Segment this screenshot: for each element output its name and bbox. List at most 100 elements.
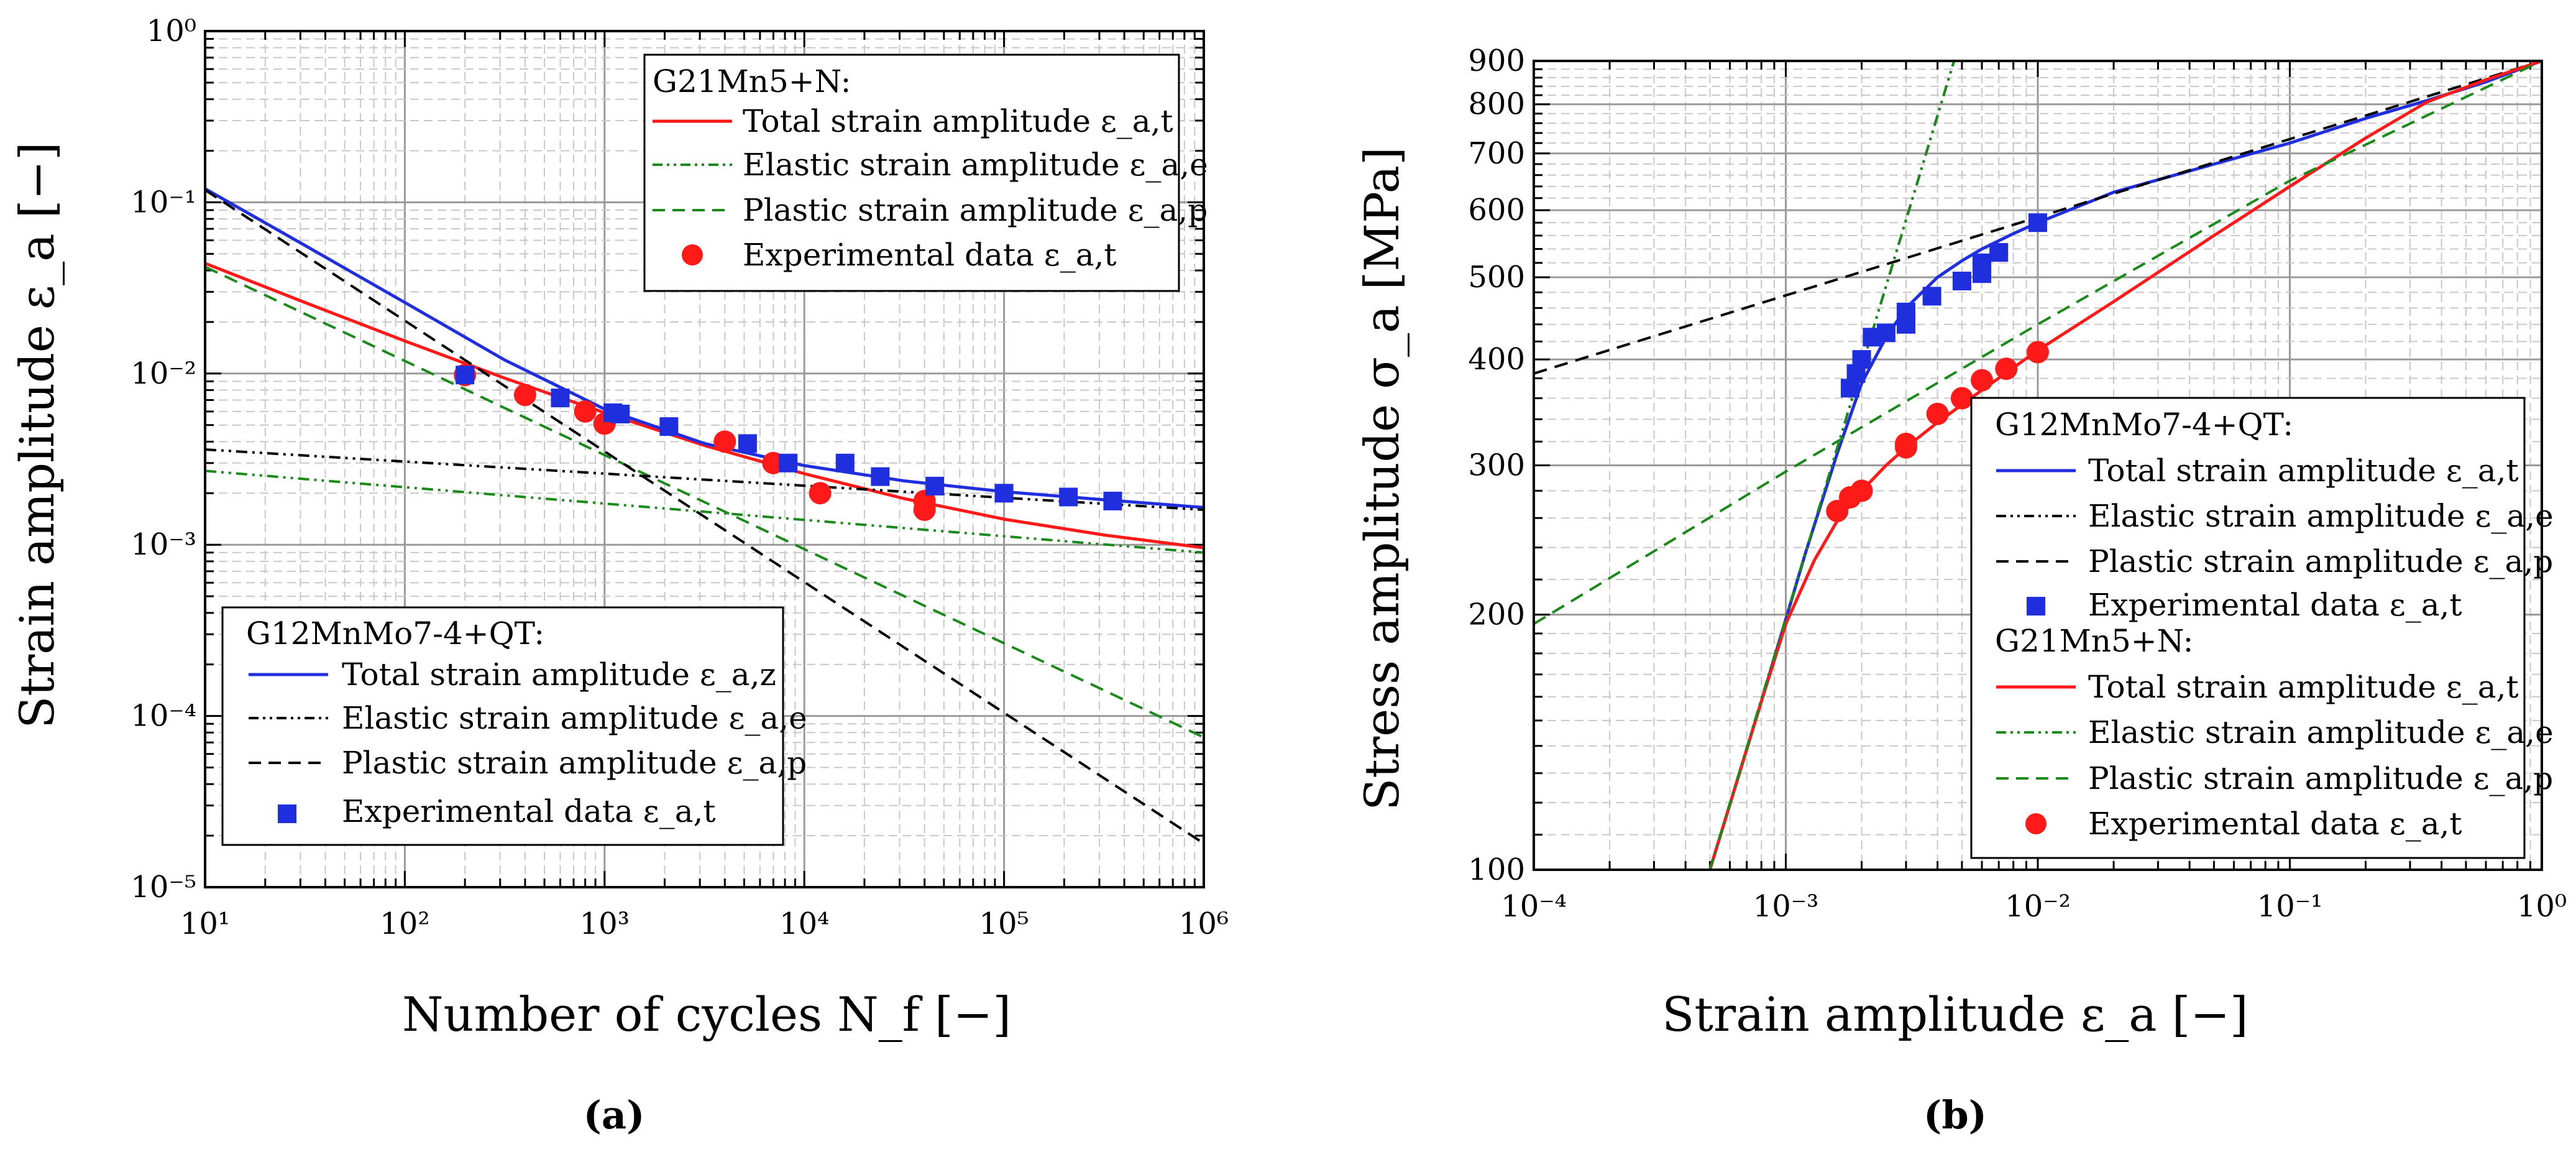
data-point-square	[2028, 213, 2047, 233]
data-point-circle	[809, 482, 832, 505]
legend-entry-label: Elastic strain amplitude ε_a,e	[342, 700, 807, 736]
y-tick-label: 10⁰	[147, 14, 196, 48]
legend-entry-label: Experimental data ε_a,t	[2088, 587, 2462, 623]
data-point-circle	[513, 384, 536, 407]
y-tick-label: 300	[1468, 448, 1525, 483]
panel-a-x-axis-label: Number of cycles N_f [−]	[402, 987, 1011, 1042]
legend-square-marker	[2027, 597, 2045, 615]
data-point-circle	[1894, 432, 1917, 455]
x-tick-label: 10²	[380, 906, 429, 941]
panel-a-legend-g12mnmo: G12MnMo7-4+QT: Total strain amplitude ε_…	[221, 606, 807, 846]
data-point-square	[835, 453, 855, 472]
data-point-square	[551, 389, 570, 408]
series-layer	[1534, 61, 2542, 870]
data-point-square	[1989, 242, 2009, 262]
x-tick-label: 10¹	[180, 906, 230, 941]
panel-b-plot-frame	[1533, 60, 2543, 871]
data-point-circle	[1926, 402, 1949, 425]
legend-entry-label: Elastic strain amplitude ε_a,e	[2088, 498, 2554, 534]
legend-entry-label: Elastic strain amplitude ε_a,e	[743, 147, 1208, 183]
data-point-square	[659, 417, 679, 436]
x-tick-label: 10⁻⁴	[1501, 889, 1567, 924]
data-point-circle	[713, 430, 736, 453]
y-tick-label: 500	[1468, 260, 1525, 295]
legend-entry-label: Plastic strain amplitude ε_a,p	[743, 192, 1208, 228]
data-point-square	[871, 467, 890, 486]
legend-title: G21Mn5+N:	[1995, 623, 2193, 659]
data-point-square	[925, 476, 945, 496]
y-tick-label: 600	[1468, 193, 1525, 228]
legend-circle-marker	[682, 244, 703, 265]
legend-entry-label: Total strain amplitude ε_a,t	[2088, 669, 2519, 705]
panel-b-y-axis-label: Stress amplitude σ_a [MPa]	[1354, 147, 1409, 811]
data-point-square	[1896, 302, 1915, 321]
panel-a-label: (a)	[584, 1092, 645, 1138]
legend-square-marker	[278, 804, 296, 823]
y-tick-label: 700	[1468, 136, 1525, 171]
panel-b-label: (b)	[1923, 1092, 1987, 1138]
data-point-circle	[2027, 341, 2049, 364]
legend-entry-label: Experimental data ε_a,t	[2088, 806, 2462, 842]
y-tick-label: 10⁻¹	[131, 185, 196, 219]
series-line-g21mn5-n-elastic	[205, 469, 1204, 554]
panel-a-plot-frame	[204, 30, 1205, 888]
legend-title: G12MnMo7-4+QT:	[246, 615, 544, 652]
panel-b-series	[1534, 61, 2542, 870]
panel-a: 10¹ 10² 10³ 10⁴ 10⁵ 10⁶ 10⁻⁵ 10⁻⁴ 10⁻³ 10⁻² 10⁻¹ 10…	[9, 14, 1229, 1138]
panel-b: 10⁻⁴ 10⁻³ 10⁻² 10⁻¹ 10⁰ 100 200 300 400 500 600 700…	[1354, 44, 2567, 1138]
data-point-square	[1852, 350, 1871, 369]
y-tick-label: 10⁻⁵	[131, 870, 196, 905]
data-point-square	[1059, 487, 1078, 507]
y-tick-label: 100	[1468, 852, 1525, 887]
legend-circle-marker	[2025, 813, 2047, 834]
x-tick-label: 10⁶	[1179, 906, 1229, 941]
data-point-circle	[1995, 357, 2018, 380]
series-line-g12mnmo7-4-qt-elastic	[205, 448, 1204, 511]
data-point-square	[994, 484, 1014, 503]
data-point-circle	[1950, 387, 1973, 410]
panel-a-series	[205, 187, 1204, 845]
y-tick-label: 200	[1468, 597, 1525, 632]
x-tick-label: 10⁰	[2517, 889, 2567, 924]
series-line-g12mnmo7-4-qt-total	[1708, 61, 2542, 870]
panel-b-legend: G12MnMo7-4+QT: Total strain amplitude ε_…	[1970, 397, 2554, 859]
x-tick-label: 10⁻³	[1753, 889, 1819, 924]
series-line-g12mnmo7-4-qt-plastic	[205, 188, 1204, 845]
legend-entry-label: Elastic strain amplitude ε_a,e	[2088, 714, 2554, 750]
legend-title: G21Mn5+N:	[653, 63, 851, 99]
legend-entry-label: Total strain amplitude ε_a,t	[2088, 453, 2519, 489]
x-tick-label: 10⁻¹	[2257, 889, 2323, 924]
panel-a-tick-labels: 10¹ 10² 10³ 10⁴ 10⁵ 10⁶ 10⁻⁵ 10⁻⁴ 10⁻³ 10⁻² 10⁻¹ 10…	[131, 14, 1229, 941]
x-tick-label: 10⁴	[779, 906, 829, 941]
data-point-square	[779, 453, 798, 472]
panel-a-legend-g21mn5: G21Mn5+N: Total strain amplitude ε_a,t E…	[643, 53, 1208, 292]
data-point-square	[1973, 253, 1992, 272]
series-line-g21mn5-n-elastic	[1708, 61, 1956, 870]
series-line-g21mn5-n-plastic	[1534, 61, 2542, 625]
data-point-square	[1922, 287, 1941, 306]
data-point-circle	[913, 498, 936, 521]
legend-entry-label: Total strain amplitude ε_a,z	[342, 657, 776, 693]
y-tick-label: 900	[1468, 44, 1525, 78]
panel-b-tick-labels: 10⁻⁴ 10⁻³ 10⁻² 10⁻¹ 10⁰ 100 200 300 400 500 600 700…	[1468, 44, 2567, 924]
panel-a-y-axis-label: Strain amplitude ε_a [−]	[9, 142, 65, 728]
legend-entry-label: Plastic strain amplitude ε_a,p	[2088, 543, 2553, 579]
x-tick-label: 10⁵	[979, 906, 1029, 941]
legend-entry-label: Plastic strain amplitude ε_a,p	[2088, 760, 2553, 796]
y-tick-label: 10⁻²	[131, 356, 196, 391]
series-line-g21mn5-n-plastic	[205, 265, 1204, 739]
x-tick-label: 10⁻²	[2005, 889, 2071, 924]
series-line-g21mn5-n-total	[205, 262, 1204, 550]
data-point-circle	[1971, 369, 1994, 392]
data-point-square	[1952, 271, 1971, 290]
x-tick-label: 10³	[580, 906, 630, 941]
legend-entry-label: Experimental data ε_a,t	[743, 237, 1117, 273]
legend-entry-label: Experimental data ε_a,t	[342, 793, 716, 829]
legend-title: G12MnMo7-4+QT:	[1995, 407, 2293, 443]
data-point-square	[611, 404, 630, 423]
panel-a-ticks	[204, 31, 1204, 888]
panel-b-x-axis-label: Strain amplitude ε_a [−]	[1662, 987, 2248, 1042]
y-tick-label: 10⁻³	[131, 527, 196, 562]
data-point-square	[1103, 491, 1122, 510]
